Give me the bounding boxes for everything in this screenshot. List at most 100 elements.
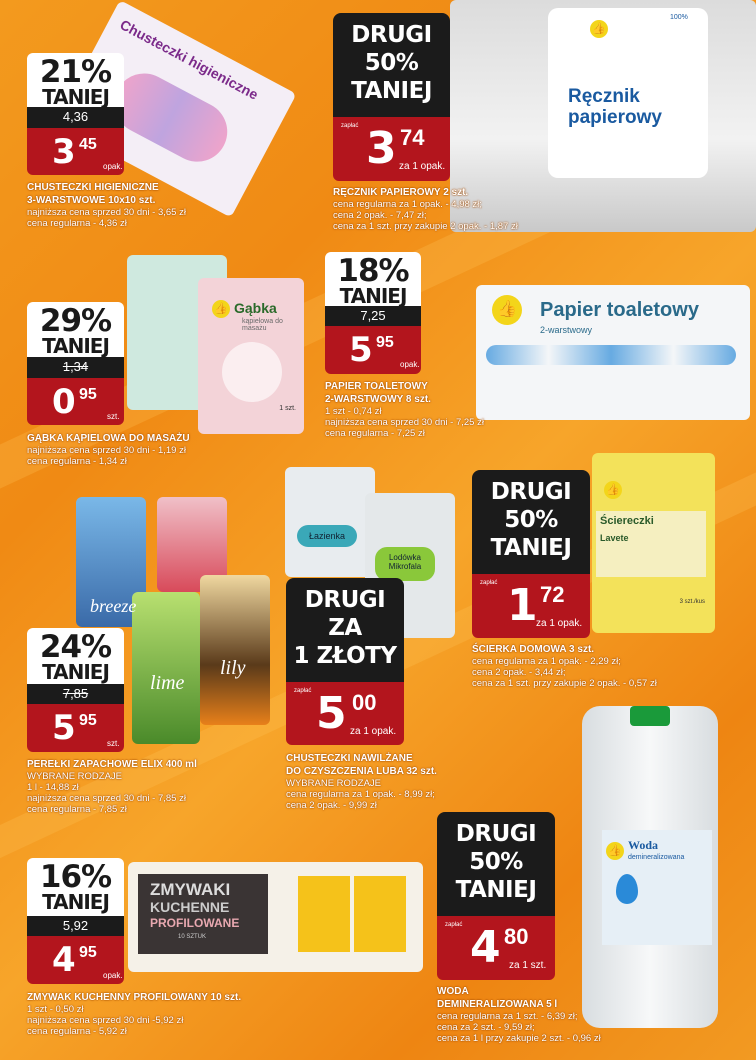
promo-line: 50% <box>504 507 558 533</box>
promo-line: TANIEJ <box>490 535 572 561</box>
product-name: PAPIER TOALETOWY <box>325 381 428 392</box>
discount-label: TANIEJ <box>42 660 110 684</box>
product-name: ZMYWAK KUCHENNY PROFILOWANY 10 szt. <box>27 992 242 1003</box>
price-detail: cena za 1 szt. przy zakupie 2 opak. - 1,… <box>333 221 518 232</box>
price-detail: cena regularna za 1 opak. - 4,98 zł; <box>333 199 482 210</box>
kitchen-sponges-image: ZMYWAKI KUCHENNE PROFILOWANE 10 SZTUK <box>128 862 423 972</box>
product-description: GĄBKA KĄPIELOWA DO MASAŻU najniższa cena… <box>27 432 327 467</box>
price-integer: 4 <box>470 922 501 973</box>
package-label: breeze <box>90 596 137 616</box>
product-name: 3-WARSTWOWE 10x10 szt. <box>27 195 156 206</box>
price-decimal: 95 <box>79 944 97 961</box>
price-unit: opak. <box>400 360 420 369</box>
pay-label: zapłać <box>294 688 312 694</box>
old-price: 7,85 <box>62 686 89 701</box>
price-integer: 5 <box>316 688 347 739</box>
price-integer: 3 <box>366 123 397 174</box>
discount-percent: 29% <box>39 303 112 339</box>
package-count: 10 SZTUK <box>178 934 207 940</box>
price-detail: najniższa cena sprzed 30 dni - 3,65 zł <box>27 207 186 218</box>
price-decimal: 95 <box>79 712 97 729</box>
price-detail: cena regularna - 7,25 zł <box>325 428 425 439</box>
promo-line: ZA <box>328 615 362 641</box>
package-label: Lodówka Mikrofala <box>375 547 435 581</box>
package-label: Ręcznik papierowy <box>568 86 662 128</box>
package-sublabel: demineralizowana <box>628 854 685 861</box>
old-price: 5,92 <box>62 918 89 933</box>
price-integer: 5 <box>349 330 373 370</box>
price-unit: opak. <box>103 971 123 980</box>
price-detail: cena 2 opak. - 7,47 zł; <box>333 210 427 221</box>
cleaning-cloth-image: 👍 Ściereczki Lavete 3 szt./kus <box>592 453 715 633</box>
bath-sponge-image: 👍 Gąbka kąpielowa do masażu 1 szt. <box>198 278 304 434</box>
water-bottle-image: 👍 Woda demineralizowana <box>582 706 718 1028</box>
promo-line: 50% <box>469 849 523 875</box>
promo-line: 50% <box>364 50 419 76</box>
price-integer: 1 <box>507 580 538 631</box>
package-count: 1 szt. <box>279 405 296 412</box>
discount-label: TANIEJ <box>42 890 110 914</box>
product-description: CHUSTECZKI NAWILŻANE DO CZYSZCZENIA LUBA… <box>286 752 486 811</box>
promo-line: DRUGI <box>351 22 432 48</box>
price-detail: cena regularna - 4,36 zł <box>27 218 127 229</box>
price-detail: cena za 1 l przy zakupie 2 szt. - 0,96 z… <box>437 1033 601 1044</box>
price-detail: cena za 2 szt. - 9,59 zł; <box>437 1022 535 1033</box>
product-name: RĘCZNIK PAPIEROWY 2 szt. <box>333 187 469 198</box>
price-integer: 5 <box>52 708 76 748</box>
price-detail: cena 2 opak. - 9,99 zł <box>286 800 377 811</box>
package-label: PROFILOWANE <box>150 916 240 930</box>
product-name: CHUSTECZKI NAWILŻANE <box>286 753 413 764</box>
toilet-paper-image: 👍 Papier toaletowy 2-warstwowy <box>476 285 750 420</box>
discount-percent: 21% <box>39 54 112 90</box>
package-badge: 100% <box>670 14 688 21</box>
discount-percent: 24% <box>39 629 112 665</box>
thumbs-up-logo-icon: 👍 <box>606 842 624 860</box>
discount-label: TANIEJ <box>42 334 110 358</box>
price-detail: cena za 1 szt. przy zakupie 2 opak. - 0,… <box>472 678 657 689</box>
price-unit: za 1 opak. <box>399 161 446 172</box>
product-name: 2-WARSTWOWY 8 szt. <box>325 394 431 405</box>
price-detail: najniższa cena sprzed 30 dni - 1,19 zł <box>27 445 186 456</box>
package-label: Papier toaletowy <box>540 299 699 321</box>
price-detail: cena regularna za 1 opak. - 2,29 zł; <box>472 656 621 667</box>
scented-beads-image: lime <box>132 592 200 744</box>
price-decimal: 45 <box>79 136 97 153</box>
promo-line: DRUGI <box>304 587 386 613</box>
price-integer: 0 <box>52 382 76 422</box>
price-detail: najniższa cena sprzed 30 dni -5,92 zł <box>27 1015 184 1026</box>
price-detail: 1 szt - 0,50 zł <box>27 1004 84 1015</box>
old-price: 1,34 <box>62 359 89 374</box>
package-count: 3 szt./kus <box>679 599 705 605</box>
discount-percent: 18% <box>337 253 409 289</box>
old-price: 4,36 <box>62 109 89 124</box>
product-name: WODA <box>437 986 469 997</box>
package-label: ZMYWAKI <box>150 880 231 899</box>
package-label: Łazienka <box>297 525 357 547</box>
price-unit: szt. <box>107 412 120 421</box>
price-detail: cena regularna - 1,34 zł <box>27 456 127 467</box>
product-description: WODA DEMINERALIZOWANA 5 l cena regularna… <box>437 985 637 1044</box>
price-detail: cena regularna za 1 szt. - 6,39 zł; <box>437 1011 578 1022</box>
price-detail: cena regularna - 5,92 zł <box>27 1026 127 1037</box>
wet-wipes-image: Łazienka <box>285 467 375 577</box>
promo-line: DRUGI <box>490 479 572 505</box>
promo-line: DRUGI <box>455 821 537 847</box>
price-detail: cena regularna za 1 opak. - 8,99 zł; <box>286 789 435 800</box>
package-sublabel: Lavete <box>600 533 629 543</box>
price-decimal: 95 <box>376 334 394 351</box>
product-description: PAPIER TOALETOWY 2-WARSTWOWY 8 szt. 1 sz… <box>325 380 585 439</box>
water-drop-icon <box>616 874 638 904</box>
price-decimal: 74 <box>400 125 425 150</box>
thumbs-up-logo-icon: 👍 <box>604 481 622 499</box>
price-detail: 1 l - 14,88 zł <box>27 782 79 793</box>
price-integer: 4 <box>52 940 76 980</box>
package-sublabel: kąpielowa do masażu <box>242 318 283 332</box>
price-detail: najniższa cena sprzed 30 dni - 7,25 zł <box>325 417 484 428</box>
discount-percent: 16% <box>39 859 112 895</box>
product-name: CHUSTECZKI HIGIENICZNE <box>27 182 159 193</box>
product-description: RĘCZNIK PAPIEROWY 2 szt. cena regularna … <box>333 186 593 232</box>
price-detail: najniższa cena sprzed 30 dni - 7,85 zł <box>27 793 186 804</box>
discount-label: TANIEJ <box>42 85 110 109</box>
product-name: DO CZYSZCZENIA LUBA 32 szt. <box>286 766 437 777</box>
price-decimal: 72 <box>540 582 565 607</box>
